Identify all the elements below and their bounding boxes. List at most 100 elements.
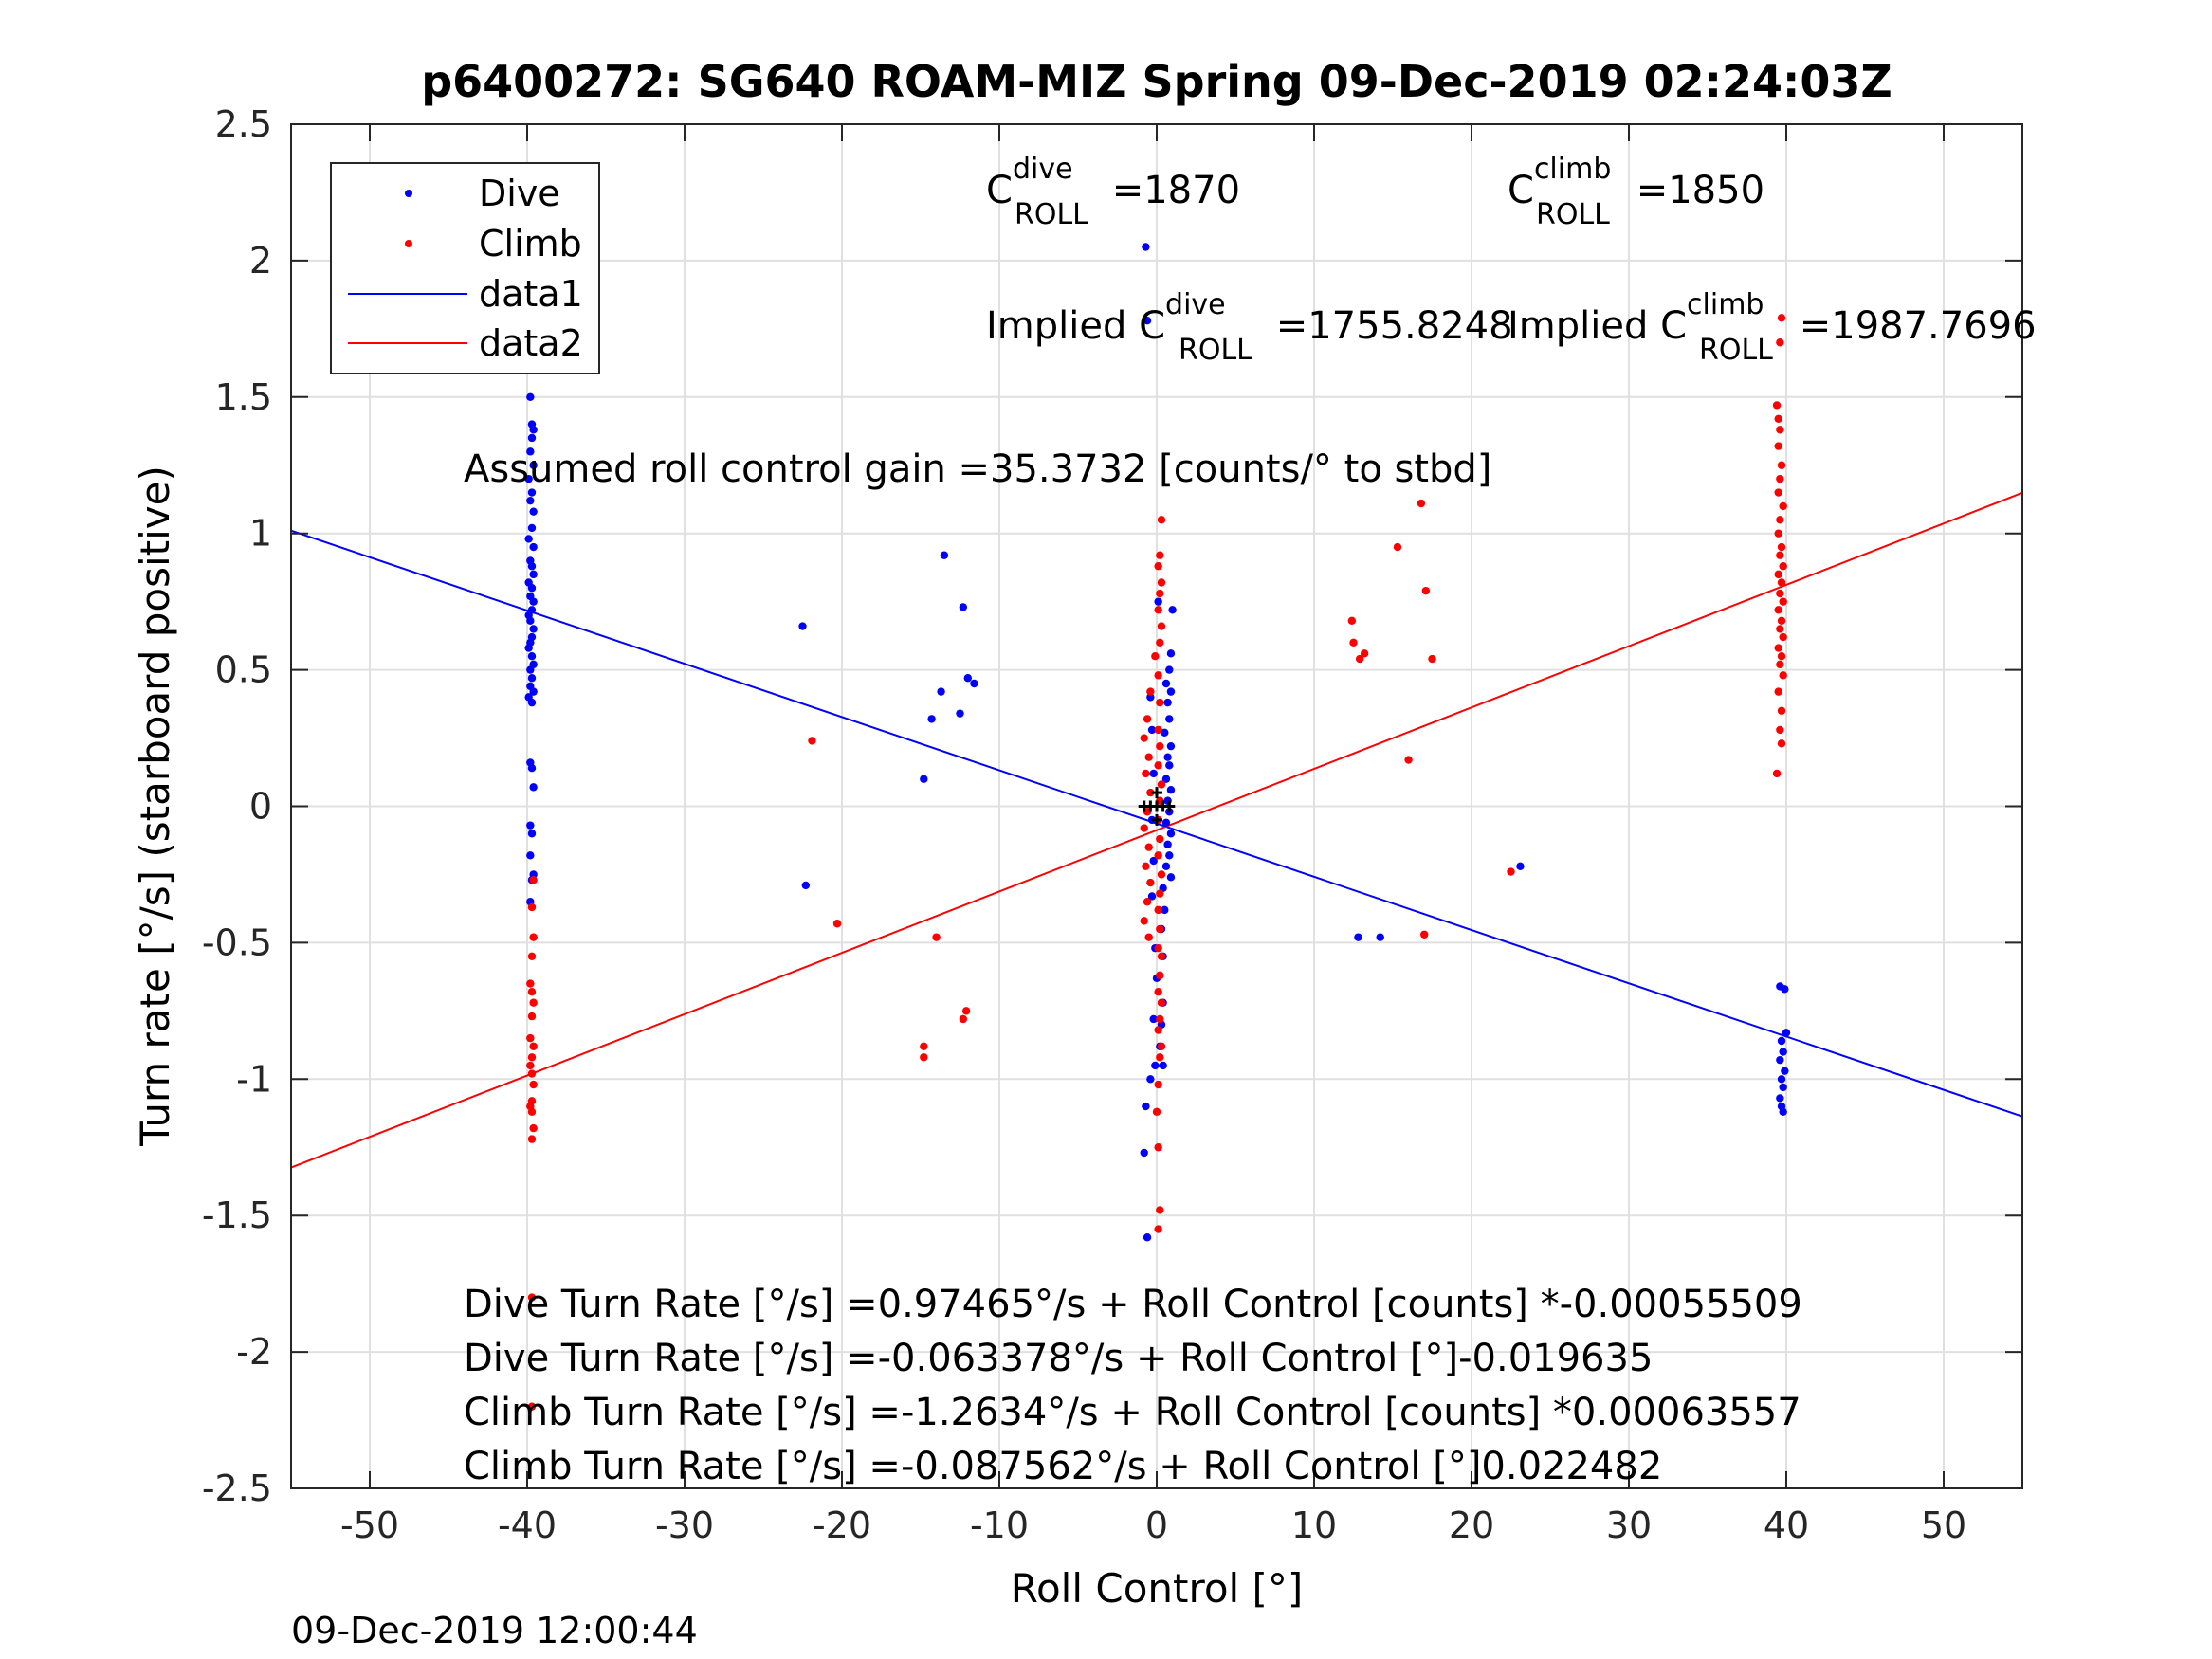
- point-climb: [1154, 1080, 1162, 1089]
- point-climb: [527, 1135, 537, 1143]
- c-dive-sup: dive: [1013, 153, 1073, 186]
- point-climb: [1779, 597, 1787, 606]
- point-climb: [1774, 442, 1782, 450]
- point-climb: [1154, 562, 1162, 571]
- point-dive: [526, 496, 535, 505]
- point-climb: [1355, 654, 1364, 664]
- point-climb: [1774, 529, 1782, 538]
- implied-dive-annotation: Implied Cdive ROLL =1755.8248: [986, 288, 1513, 367]
- point-dive: [527, 674, 537, 683]
- x-tick-label: 10: [1291, 1504, 1337, 1546]
- point-dive: [1147, 725, 1157, 735]
- point-climb: [527, 1107, 537, 1117]
- point-dive: [1776, 1094, 1784, 1103]
- point-climb: [1140, 734, 1148, 742]
- point-climb: [1774, 606, 1782, 614]
- point-dive: [527, 652, 537, 661]
- point-climb: [1154, 1143, 1162, 1152]
- x-tick-label: 30: [1606, 1504, 1652, 1546]
- point-dive: [959, 603, 968, 611]
- point-dive: [1147, 892, 1157, 901]
- y-axis-label: Turn rate [°/s] (starboard positive): [132, 465, 178, 1147]
- y-tick-label: -1: [236, 1058, 272, 1100]
- point-dive: [529, 426, 538, 434]
- implied-dive-value: =1755.8248: [1264, 304, 1513, 348]
- point-climb: [1144, 843, 1153, 851]
- point-dive: [1779, 1107, 1787, 1117]
- x-tick-label: -50: [340, 1504, 399, 1546]
- point-climb: [1776, 660, 1784, 669]
- y-tick-label: 2: [249, 240, 272, 282]
- point-climb: [1154, 988, 1162, 996]
- c-dive-annotation: Cdive ROLL =1870: [986, 153, 1240, 231]
- point-dive: [527, 584, 537, 592]
- point-climb: [1156, 741, 1164, 751]
- point-climb: [1156, 638, 1164, 647]
- point-dive: [526, 616, 535, 625]
- point-dive: [1143, 317, 1152, 325]
- equation-dive-counts: Dive Turn Rate [°/s] =0.97465°/s + Roll …: [464, 1283, 1802, 1326]
- point-climb: [1154, 1225, 1162, 1233]
- point-climb: [1772, 769, 1782, 778]
- point-climb: [1777, 461, 1786, 469]
- x-tick-label: 50: [1921, 1504, 1966, 1546]
- point-climb: [1777, 739, 1786, 748]
- point-climb: [1146, 687, 1155, 696]
- point-climb: [1777, 578, 1786, 587]
- point-dive: [1140, 1148, 1148, 1158]
- point-climb: [527, 1053, 537, 1062]
- point-climb: [1157, 952, 1166, 960]
- point-dive: [1776, 1055, 1784, 1065]
- point-climb: [1428, 654, 1436, 664]
- point-climb: [1146, 788, 1155, 797]
- point-climb: [1776, 625, 1784, 633]
- point-dive: [1163, 753, 1172, 761]
- point-dive: [1161, 818, 1171, 827]
- c-climb-sup: climb: [1534, 153, 1611, 186]
- point-dive: [529, 597, 538, 606]
- point-climb: [1154, 725, 1162, 735]
- point-climb: [529, 1123, 538, 1133]
- y-tick-label: 1: [249, 513, 272, 555]
- point-climb: [1140, 917, 1148, 925]
- point-dive: [1163, 698, 1172, 707]
- point-climb: [1156, 1014, 1164, 1024]
- implied-climb-value: =1987.7696: [1787, 304, 2037, 348]
- point-dive: [1149, 1014, 1158, 1024]
- point-climb: [1156, 971, 1164, 980]
- point-climb: [1774, 570, 1782, 579]
- y-tick-label: 1.5: [215, 376, 272, 418]
- point-dive: [1166, 649, 1176, 658]
- point-climb: [1157, 622, 1166, 630]
- point-dive: [1376, 933, 1384, 941]
- point-dive: [798, 622, 807, 630]
- equation-climb-degrees: Climb Turn Rate [°/s] =-0.087562°/s + Ro…: [464, 1445, 1662, 1488]
- point-climb: [529, 933, 538, 941]
- point-climb: [1776, 516, 1784, 524]
- point-climb: [1144, 753, 1153, 761]
- point-dive: [940, 551, 949, 559]
- point-climb: [1142, 769, 1150, 778]
- point-climb: [1774, 687, 1782, 696]
- point-climb: [527, 1069, 537, 1078]
- x-tick-label: 20: [1449, 1504, 1494, 1546]
- point-climb: [1420, 930, 1429, 939]
- legend: Dive Climb data1 data2: [330, 162, 600, 374]
- implied-dive-sup: dive: [1165, 288, 1226, 321]
- point-climb: [1143, 715, 1152, 723]
- point-dive: [527, 562, 537, 571]
- point-dive: [1166, 741, 1176, 751]
- point-climb: [1777, 652, 1786, 661]
- point-dive: [524, 535, 533, 543]
- point-climb: [1776, 551, 1784, 559]
- point-dive: [1146, 693, 1155, 702]
- point-climb: [1154, 851, 1162, 860]
- point-climb: [1404, 756, 1413, 764]
- point-climb: [1774, 488, 1782, 497]
- point-climb: [1776, 474, 1784, 483]
- c-dive-base: C: [986, 169, 1013, 212]
- point-climb: [1156, 834, 1164, 844]
- point-climb: [1156, 1053, 1164, 1062]
- point-dive: [1163, 840, 1172, 848]
- point-dive: [526, 851, 535, 860]
